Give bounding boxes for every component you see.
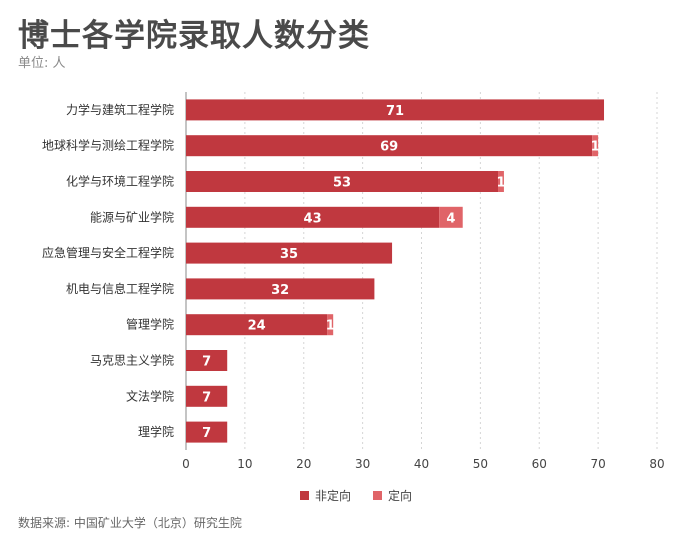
data-label-non-directed-6: 24 — [248, 319, 266, 334]
data-label-directed-6: 1 — [326, 319, 335, 334]
legend-label-directed: 定向 — [388, 489, 413, 503]
category-label-9: 理学院 — [138, 424, 174, 439]
x-tick-label-50: 50 — [473, 457, 488, 471]
data-label-non-directed-8: 7 — [202, 390, 211, 405]
x-tick-label-70: 70 — [590, 457, 605, 471]
legend-swatch-non-directed — [300, 491, 309, 500]
legend-item-directed: 定向 — [373, 487, 412, 504]
legend: 非定向 定向 — [300, 487, 412, 504]
bar-non-directed-0 — [186, 99, 605, 121]
x-tick-label-80: 80 — [649, 457, 664, 471]
bar-non-directed-4 — [186, 242, 393, 264]
data-label-non-directed-0: 71 — [386, 104, 404, 119]
data-label-non-directed-2: 53 — [333, 176, 351, 191]
category-label-7: 马克思主义学院 — [90, 353, 174, 368]
x-tick-label-30: 30 — [355, 457, 370, 471]
data-label-non-directed-5: 32 — [271, 283, 289, 298]
legend-item-non-directed: 非定向 — [300, 487, 351, 504]
category-label-1: 地球科学与测绘工程学院 — [42, 138, 174, 153]
bar-directed-3 — [439, 206, 463, 228]
bar-directed-1 — [592, 135, 599, 157]
bar-non-directed-2 — [186, 171, 499, 192]
data-label-non-directed-3: 43 — [304, 211, 322, 226]
data-label-directed-2: 1 — [496, 176, 505, 191]
bar-non-directed-9 — [186, 421, 228, 443]
data-label-non-directed-9: 7 — [202, 426, 211, 441]
category-label-3: 能源与矿业学院 — [90, 209, 174, 224]
x-tick-label-0: 0 — [182, 457, 190, 471]
x-tick-label-20: 20 — [296, 457, 311, 471]
x-tick-label-10: 10 — [237, 457, 252, 471]
legend-swatch-directed — [373, 491, 383, 500]
category-label-5: 机电与信息工程学院 — [66, 281, 174, 296]
category-label-8: 文法学院 — [126, 388, 174, 403]
data-label-non-directed-4: 35 — [280, 247, 298, 262]
x-tick-label-40: 40 — [414, 457, 429, 471]
bar-directed-6 — [327, 314, 334, 336]
bar-non-directed-7 — [186, 350, 228, 371]
unit-label: 单位: 人 — [18, 56, 66, 71]
data-label-directed-3: 4 — [446, 211, 455, 226]
bar-non-directed-5 — [186, 278, 375, 300]
bar-non-directed-6 — [186, 314, 328, 336]
bar-non-directed-1 — [186, 135, 593, 157]
category-label-0: 力学与建筑工程学院 — [66, 102, 174, 117]
data-label-non-directed-1: 69 — [380, 140, 398, 155]
category-label-2: 化学与环境工程学院 — [66, 174, 174, 189]
category-label-6: 管理学院 — [126, 317, 174, 332]
bar-non-directed-3 — [186, 206, 440, 228]
bar-non-directed-8 — [186, 385, 228, 407]
data-source: 数据来源: 中国矿业大学（北京）研究生院 — [18, 516, 242, 530]
data-label-directed-1: 1 — [591, 140, 600, 155]
data-label-non-directed-7: 7 — [202, 355, 211, 370]
bar-directed-2 — [498, 171, 504, 192]
x-tick-label-60: 60 — [532, 457, 547, 471]
chart-title: 博士各学院录取人数分类 — [18, 18, 370, 54]
category-label-4: 应急管理与安全工程学院 — [42, 245, 174, 260]
legend-label-non-directed: 非定向 — [315, 489, 352, 503]
